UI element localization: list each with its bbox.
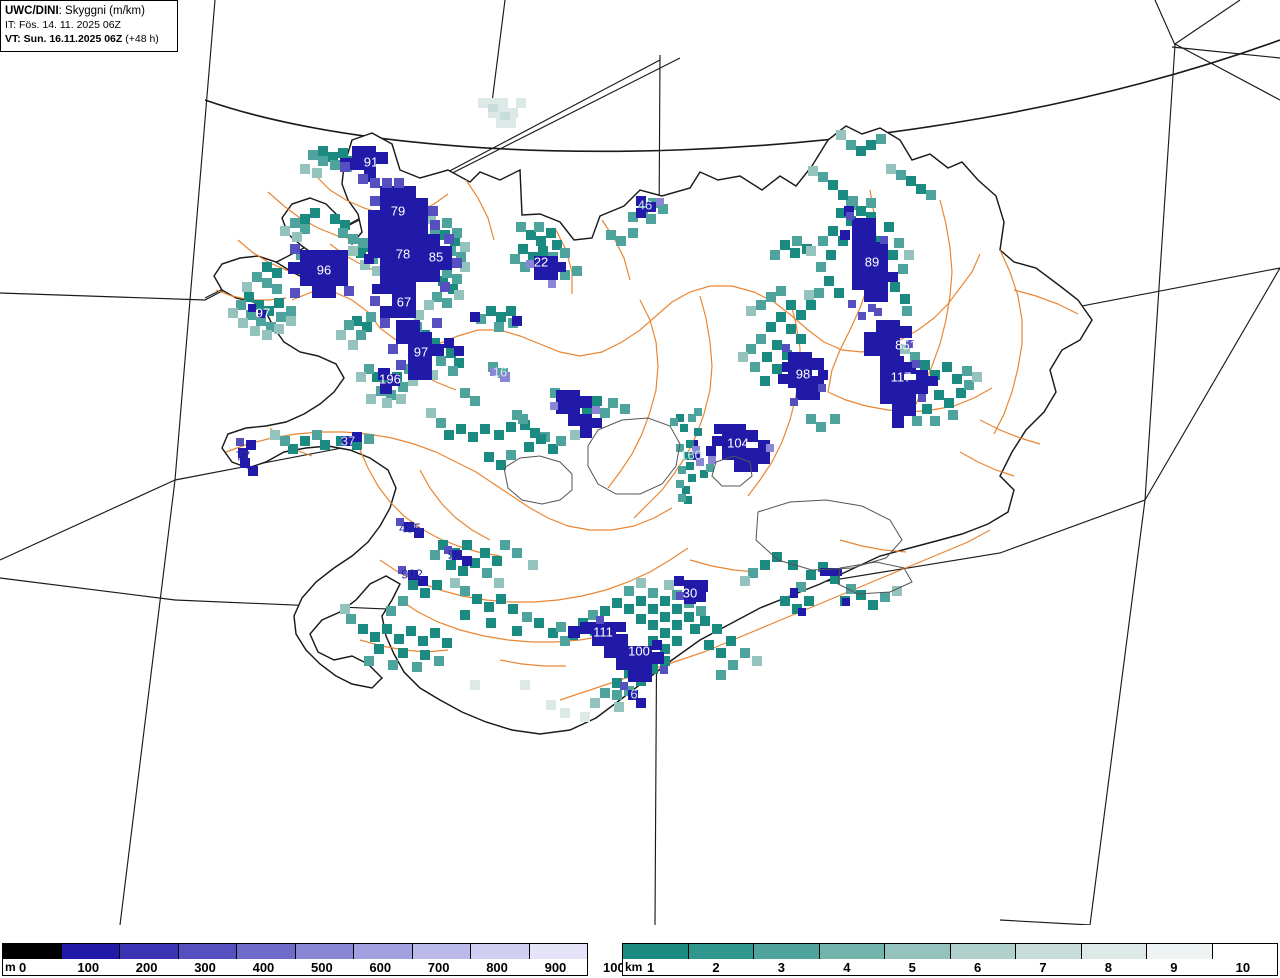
colorbar-tick-label: 400: [252, 960, 275, 975]
colorbar-tick-label: 200: [135, 960, 158, 975]
data-field: [228, 98, 982, 722]
valid-time-value: Sun. 16.11.2025 06Z: [20, 33, 123, 46]
map-graphics: [0, 0, 1280, 925]
colorbar-swatch: [120, 944, 179, 959]
colorbar-tick-label: 7: [1039, 960, 1047, 975]
init-time-label: IT:: [5, 19, 17, 32]
colorbar-cloud-base-height[interactable]: m 0 100 200 300 400 500 600 700 800 900 1000: [2, 943, 632, 976]
grid-value-label: 52: [447, 547, 463, 563]
map-info-box: UWC/DINI: Skyggni (m/km) IT: Fös. 14. 11…: [0, 0, 178, 52]
colorbar-swatch: [61, 944, 120, 959]
colorbar-swatch: [1147, 944, 1213, 959]
init-time-value: Fös. 14. 11. 2025 06Z: [16, 19, 121, 32]
grid-value-label: 89: [864, 254, 880, 270]
colorbar-left-unit: m: [5, 960, 16, 974]
colorbar-swatch: [1081, 944, 1147, 959]
colorbar-tick-label: 300: [194, 960, 216, 975]
colorbar-right-unit: km: [625, 960, 643, 974]
colorbar-swatch: [885, 944, 951, 959]
colorbar-swatch: [819, 944, 885, 959]
grid-value-label: 485: [399, 520, 421, 536]
colorbar-tick-label: 2: [712, 960, 720, 975]
colorbar-tick-label: 5: [908, 960, 916, 975]
grid-value-label: 16: [492, 364, 508, 380]
colorbar-tick-label: 0: [19, 960, 27, 975]
grid-value-label: 97: [255, 305, 271, 321]
grid-value-label: 77: [235, 448, 251, 464]
colorbar-tick-label: 8: [1104, 960, 1113, 975]
grid-value-label: 46: [637, 197, 653, 213]
colorbar-swatch: [354, 944, 413, 959]
colorbar-swatch: [1212, 944, 1277, 959]
grid-value-label: 37: [340, 433, 356, 449]
grid-value-label: 96: [316, 262, 332, 278]
valid-time-label: VT:: [5, 33, 21, 46]
colorbar-swatch: [950, 944, 1016, 959]
colorbar-right-swatches: [623, 944, 1277, 959]
grid-value-label: 6: [630, 686, 638, 702]
colorbar-swatch: [529, 944, 587, 959]
init-time-line: IT: Fös. 14. 11. 2025 06Z: [5, 19, 173, 33]
grid-value-label: 902: [401, 566, 423, 582]
colorbar-tick-label: 6: [974, 960, 982, 975]
parameter-name: : Skyggni (m/km): [58, 5, 145, 17]
colorbar-right-ticks: 1 2 3 4 5 6 7 8 9 10: [623, 959, 1277, 976]
grid-value-label: 78: [395, 246, 411, 262]
colorbar-tick-label: 100: [77, 960, 100, 975]
colorbar-tick-label: 700: [427, 960, 450, 975]
grid-value-label: 67: [396, 294, 412, 310]
colorbar-swatch: [688, 944, 754, 959]
colorbar-swatch: [3, 944, 62, 959]
colorbar-tick-label: 1: [647, 960, 655, 975]
grid-value-label: 98: [795, 366, 811, 382]
valid-time-line: VT: Sun. 16.11.2025 06Z (+48 h): [5, 33, 173, 47]
colorbar-swatch: [754, 944, 820, 959]
colorbar-tick-label: 600: [369, 960, 392, 975]
colorbar-swatch: [471, 944, 530, 959]
colorbar-left-ticks: 0 100 200 300 400 500 600 700 800 900 1000: [3, 959, 632, 976]
grid-value-label: 111: [593, 624, 613, 640]
colorbar-tick-label: 800: [486, 960, 508, 975]
colorbar-tick-label: 10: [1235, 960, 1251, 975]
colorbar-visibility[interactable]: km 1 2 3 4 5 6 7 8 9 10: [622, 943, 1278, 976]
grid-value-label: 79: [390, 203, 406, 219]
glacier-outlines: [503, 417, 913, 595]
colorbar-swatch: [178, 944, 237, 959]
grid-value-label: 30: [682, 585, 698, 601]
grid-value-label: 117: [890, 369, 912, 385]
colorbar-tick-label: 3: [777, 960, 786, 975]
info-title-line: UWC/DINI: Skyggni (m/km): [5, 4, 173, 19]
grid-value-label: 91: [363, 154, 379, 170]
colorbar-tick-label: 900: [544, 960, 567, 975]
grid-value-label: 851: [895, 337, 917, 353]
colorbar-left-swatches: [3, 944, 587, 959]
model-name: UWC/DINI: [5, 5, 59, 17]
map-canvas[interactable]: 91 79 78 85 96 67 97 97 196 22 46 16 89 851 98 117 104 16…: [0, 0, 1280, 925]
grid-value-label: 160: [680, 447, 702, 463]
colorbar-tick-label: 4: [843, 960, 851, 975]
colorbar-tick-label: 9: [1170, 960, 1178, 975]
colorbar-swatch: [1016, 944, 1082, 959]
grid-value-label: 85: [428, 249, 444, 265]
valid-time-lead: (+48 h): [122, 33, 159, 46]
colorbar-tick-label: 500: [311, 960, 333, 975]
grid-value-label: 97: [413, 344, 429, 360]
grid-value-label: 22: [533, 254, 549, 270]
colorbar-swatch: [237, 944, 296, 959]
grid-value-label: 104: [727, 435, 749, 451]
grid-value-label: 196: [379, 371, 401, 387]
colorbar-swatch: [412, 944, 471, 959]
colorbar-swatch: [623, 944, 689, 959]
grid-value-label: 100: [628, 643, 650, 659]
colorbar-swatch: [295, 944, 354, 959]
